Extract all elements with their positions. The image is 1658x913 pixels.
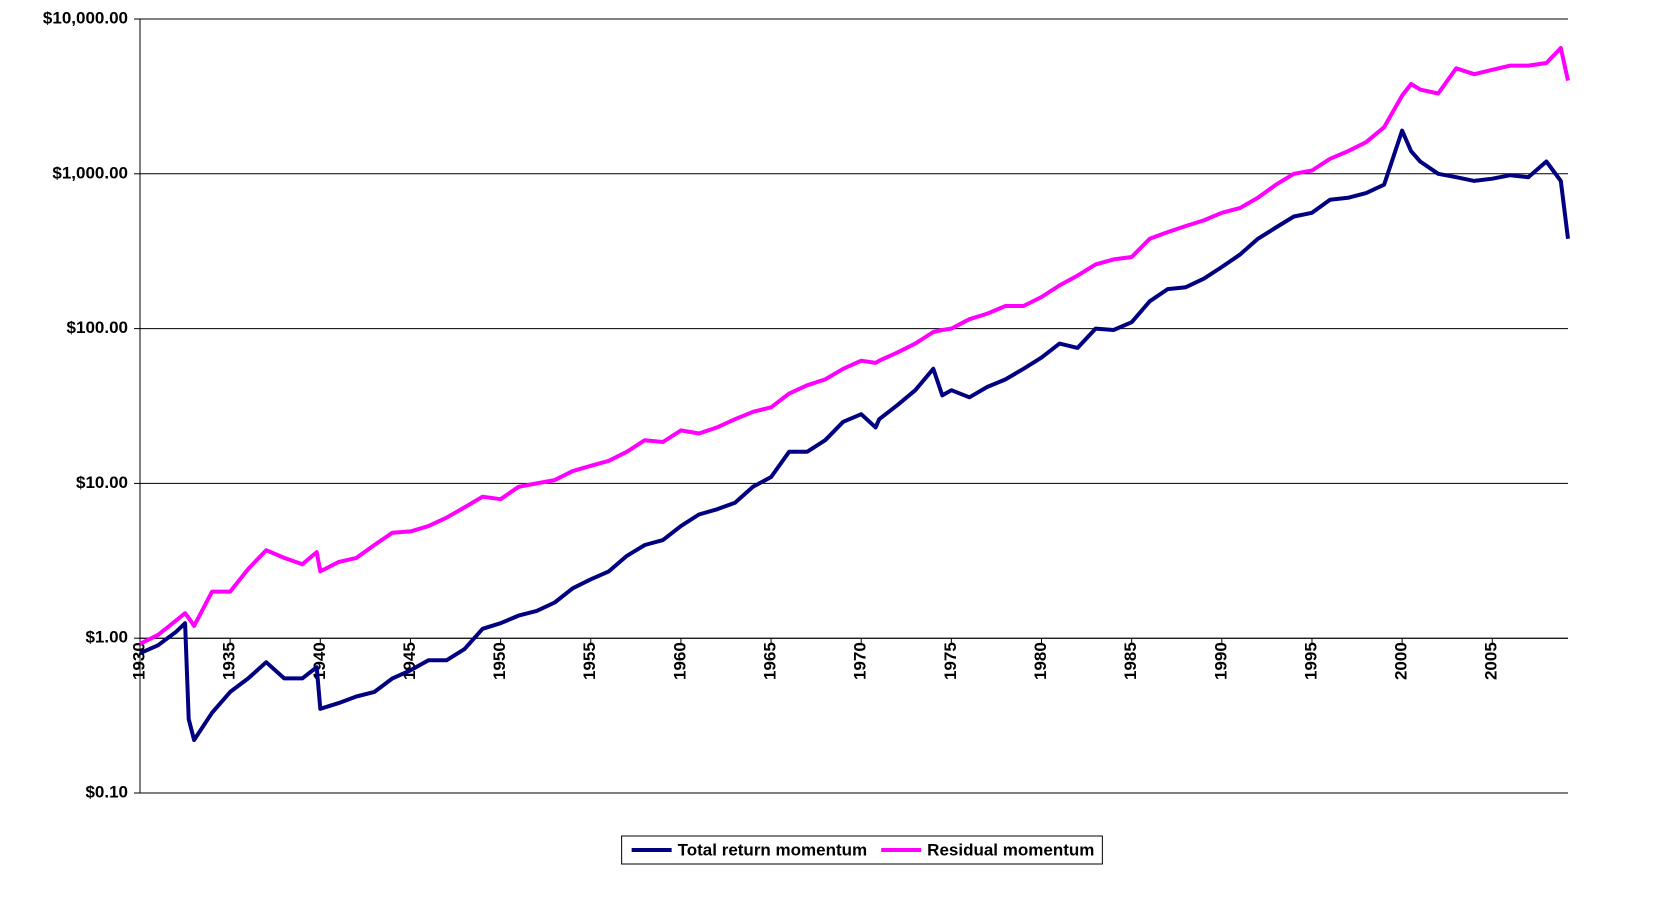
y-tick-label: $1.00 bbox=[85, 628, 128, 647]
y-tick-label: $100.00 bbox=[67, 318, 128, 337]
y-tick-label: $1,000.00 bbox=[52, 163, 128, 182]
x-tick-label: 1970 bbox=[851, 642, 870, 680]
x-tick-label: 1930 bbox=[129, 642, 148, 680]
x-tick-label: 1985 bbox=[1121, 642, 1140, 680]
x-tick-label: 1965 bbox=[761, 642, 780, 680]
y-tick-label: $10.00 bbox=[76, 473, 128, 492]
x-tick-label: 1950 bbox=[490, 642, 509, 680]
legend-box bbox=[621, 835, 1103, 865]
x-tick-label: 1935 bbox=[220, 642, 239, 680]
x-tick-label: 1945 bbox=[400, 642, 419, 680]
legend-label: Total return momentum bbox=[678, 840, 868, 859]
x-tick-label: 1955 bbox=[580, 642, 599, 680]
legend-label: Residual momentum bbox=[927, 840, 1094, 859]
x-tick-label: 1990 bbox=[1211, 642, 1230, 680]
x-tick-label: 2000 bbox=[1392, 642, 1411, 680]
y-tick-label: $10,000.00 bbox=[43, 8, 128, 27]
line-series bbox=[139, 128, 1570, 742]
y-tick-label: $0.10 bbox=[85, 782, 128, 801]
x-tick-label: 1995 bbox=[1301, 642, 1320, 680]
x-tick-label: 1960 bbox=[670, 642, 689, 680]
x-tick-label: 2005 bbox=[1482, 642, 1501, 680]
x-tick-label: 1975 bbox=[941, 642, 960, 680]
line-series bbox=[139, 46, 1570, 646]
x-tick-label: 1980 bbox=[1031, 642, 1050, 680]
legend: Total return momentum Residual momentum bbox=[621, 835, 1103, 865]
